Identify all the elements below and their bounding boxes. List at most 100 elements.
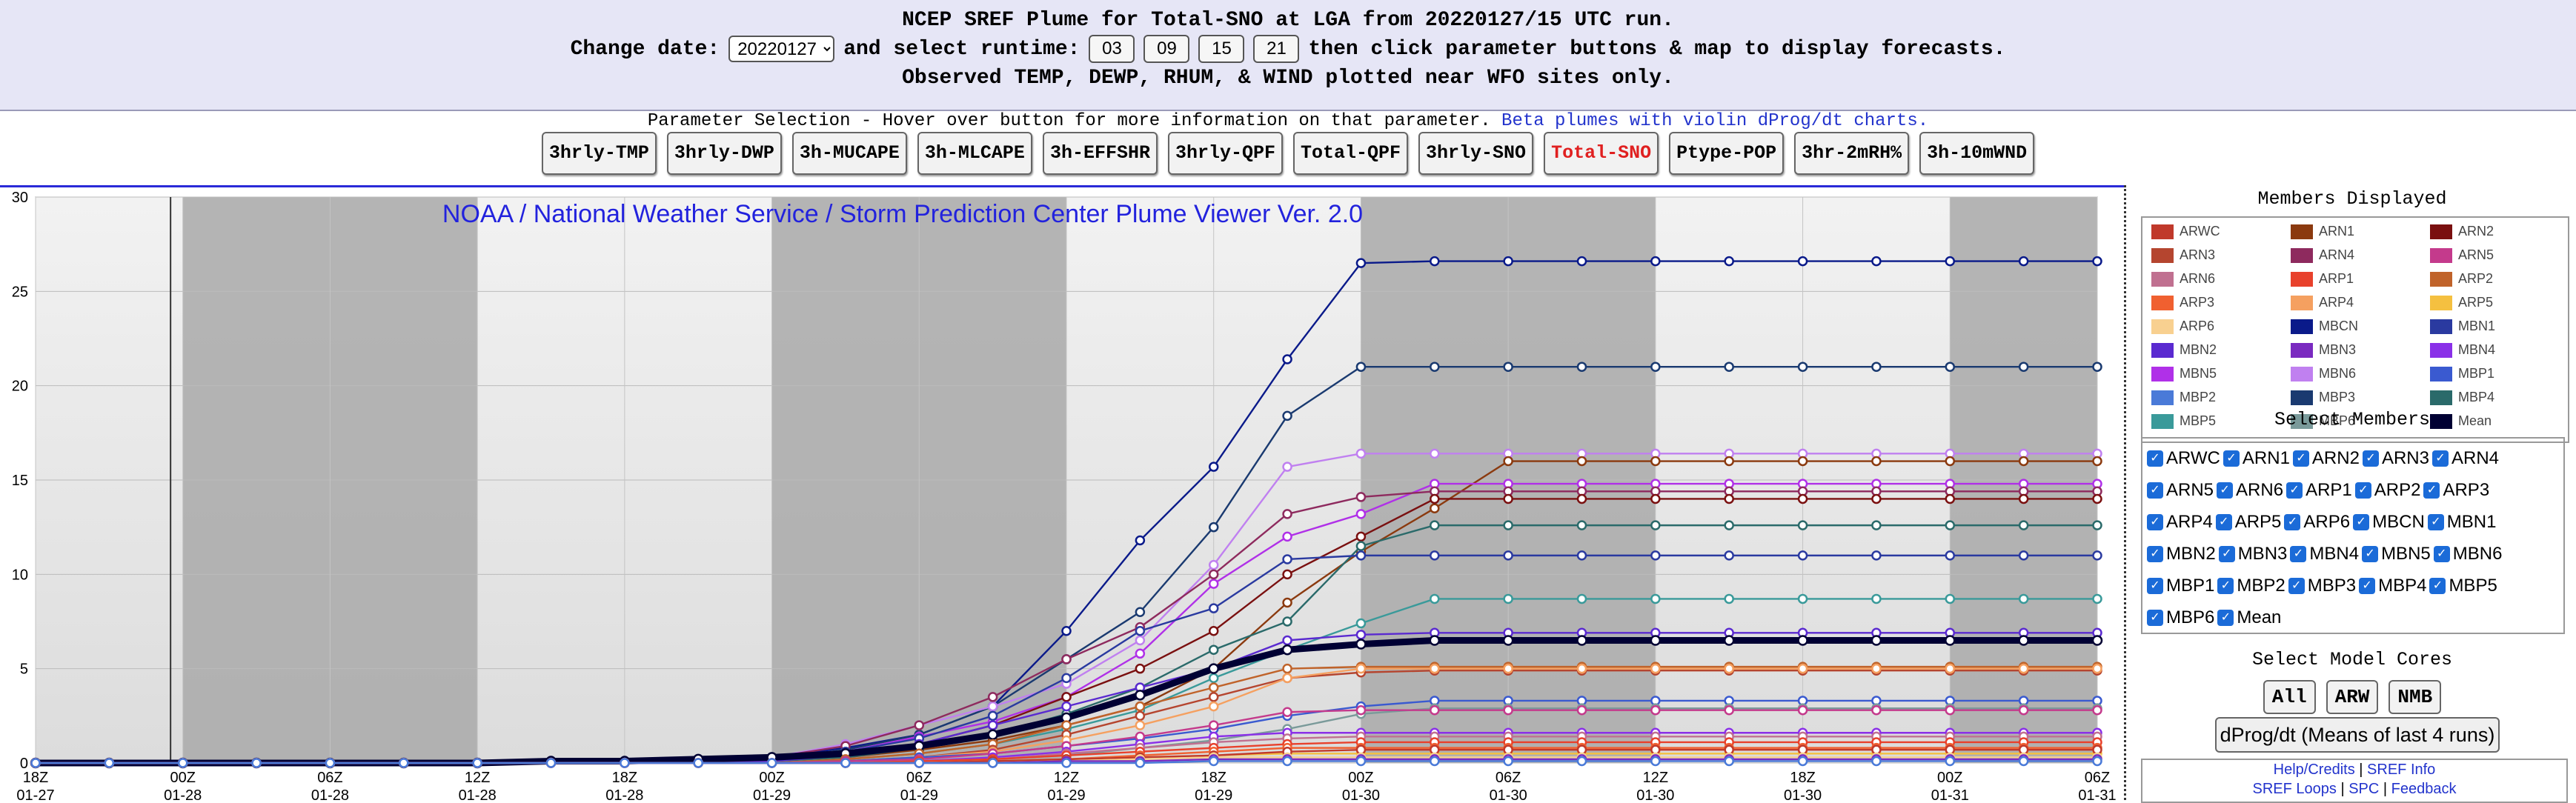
x-tick-time: 06Z: [2085, 770, 2110, 786]
checkbox-checked-icon[interactable]: ✓: [2284, 514, 2301, 530]
checkbox-checked-icon[interactable]: ✓: [2362, 546, 2379, 562]
runtime-row: Change date: 20220127 and select runtime…: [0, 34, 2576, 64]
runtime-button-21[interactable]: 21: [1253, 35, 1300, 63]
checkbox-checked-icon[interactable]: ✓: [2147, 514, 2163, 530]
member-checkbox[interactable]: ✓ MBN6: [2433, 539, 2502, 569]
data-point-arn2: [1135, 663, 1146, 674]
param-button-3hrly-sno[interactable]: 3hrly-SNO: [1418, 132, 1534, 175]
data-point-mbn1: [1797, 550, 1808, 561]
member-checkbox[interactable]: ✓ ARP1: [2286, 476, 2352, 505]
member-checkbox[interactable]: ✓ MBN4: [2290, 539, 2359, 569]
sref-info-link[interactable]: SREF Info: [2367, 762, 2436, 778]
member-checkbox[interactable]: ✓ ARN6: [2217, 476, 2283, 505]
checkbox-checked-icon[interactable]: ✓: [2433, 546, 2450, 562]
member-checkbox[interactable]: ✓ ARN3: [2362, 444, 2429, 473]
member-checkbox[interactable]: ✓ ARN4: [2431, 444, 2499, 473]
member-checkbox[interactable]: ✓ Mean: [2217, 603, 2281, 633]
data-point-arp4: [2018, 663, 2029, 674]
data-point-mbn6: [1430, 448, 1440, 459]
legend-label: ARN4: [2319, 247, 2355, 262]
member-checkbox[interactable]: ✓ ARP3: [2423, 476, 2489, 505]
checkbox-checked-icon[interactable]: ✓: [2427, 514, 2444, 530]
param-button-3h-mucape[interactable]: 3h-MUCAPE: [791, 132, 907, 175]
checkbox-checked-icon[interactable]: ✓: [2290, 546, 2307, 562]
member-checkbox[interactable]: ✓ ARP2: [2354, 476, 2420, 505]
checkbox-checked-icon[interactable]: ✓: [2292, 450, 2309, 467]
param-button-3hrly-tmp[interactable]: 3hrly-TMP: [541, 132, 657, 175]
checkbox-checked-icon[interactable]: ✓: [2423, 482, 2440, 499]
member-checkbox[interactable]: ✓ MBP4: [2359, 571, 2426, 601]
member-checkbox[interactable]: ✓ ARP6: [2284, 507, 2350, 537]
param-button-3hrly-qpf[interactable]: 3hrly-QPF: [1167, 132, 1283, 175]
checkbox-checked-icon[interactable]: ✓: [2217, 578, 2234, 594]
member-checkbox[interactable]: ✓ MBN5: [2362, 539, 2431, 569]
runtime-button-03[interactable]: 03: [1089, 35, 1135, 63]
member-checkbox[interactable]: ✓ MBP2: [2217, 571, 2285, 601]
y-tick-label: 30: [12, 190, 28, 206]
checkbox-checked-icon[interactable]: ✓: [2353, 514, 2370, 530]
param-button-3h-mlcape[interactable]: 3h-MLCAPE: [917, 132, 1032, 175]
member-checkbox[interactable]: ✓ MBN2: [2147, 539, 2216, 569]
help-credits-link[interactable]: Help/Credits: [2273, 762, 2355, 778]
legend-label: ARWC: [2180, 224, 2220, 239]
x-tick-date: 01-30: [1490, 787, 1527, 800]
beta-plumes-link[interactable]: Beta plumes with violin dProg/dt charts.: [1501, 111, 1929, 131]
checkbox-checked-icon[interactable]: ✓: [2288, 578, 2305, 594]
checkbox-checked-icon[interactable]: ✓: [2147, 450, 2163, 467]
param-button-3hr-2mrh-[interactable]: 3hr-2mRH%: [1794, 132, 1910, 175]
runtime-button-09[interactable]: 09: [1143, 35, 1190, 63]
checkbox-checked-icon[interactable]: ✓: [2429, 578, 2446, 594]
x-tick-time: 06Z: [1496, 770, 1521, 786]
checkbox-checked-icon[interactable]: ✓: [2147, 482, 2163, 499]
x-tick-date: 01-31: [1931, 787, 1969, 800]
data-point-arn5: [1208, 720, 1219, 730]
checkbox-checked-icon[interactable]: ✓: [2147, 578, 2163, 594]
checkbox-checked-icon[interactable]: ✓: [2215, 514, 2232, 530]
checkbox-checked-icon[interactable]: ✓: [2147, 610, 2163, 626]
runtime-button-15[interactable]: 15: [1198, 35, 1245, 63]
param-button-ptype-pop[interactable]: Ptype-POP: [1669, 132, 1785, 175]
checkbox-checked-icon[interactable]: ✓: [2286, 482, 2303, 499]
checkbox-checked-icon[interactable]: ✓: [2223, 450, 2240, 467]
param-button-3h-10mwnd[interactable]: 3h-10mWND: [1919, 132, 2035, 175]
member-checkbox[interactable]: ✓ MBCN: [2353, 507, 2425, 537]
member-checkbox[interactable]: ✓ ARP4: [2147, 507, 2213, 537]
core-arw-button[interactable]: ARW: [2326, 680, 2379, 714]
checkbox-checked-icon[interactable]: ✓: [2147, 546, 2163, 562]
param-button-3h-effshr[interactable]: 3h-EFFSHR: [1042, 132, 1158, 175]
member-checkbox[interactable]: ✓ ARWC: [2147, 444, 2220, 473]
sref-loops-link[interactable]: SREF Loops: [2252, 781, 2337, 797]
checkbox-checked-icon[interactable]: ✓: [2431, 450, 2449, 467]
member-checkbox[interactable]: ✓ MBN3: [2218, 539, 2287, 569]
member-checkbox[interactable]: ✓ ARN1: [2223, 444, 2290, 473]
parameter-selection: Parameter Selection - Hover over button …: [0, 111, 2576, 187]
data-point-arn5: [1871, 704, 1882, 716]
member-checkbox[interactable]: ✓ ARN5: [2147, 476, 2214, 505]
core-all-button[interactable]: All: [2263, 680, 2316, 714]
param-button-total-sno[interactable]: Total-SNO: [1544, 132, 1659, 175]
checkbox-checked-icon[interactable]: ✓: [2354, 482, 2371, 499]
member-checkbox[interactable]: ✓ ARP5: [2215, 507, 2281, 537]
checkbox-checked-icon[interactable]: ✓: [2217, 482, 2234, 499]
spc-link[interactable]: SPC: [2348, 781, 2380, 797]
date-select[interactable]: 20220127: [728, 36, 835, 62]
checkbox-checked-icon[interactable]: ✓: [2217, 610, 2234, 626]
member-checkbox[interactable]: ✓ MBP6: [2147, 603, 2214, 633]
core-nmb-button[interactable]: NMB: [2389, 680, 2442, 714]
param-button-3hrly-dwp[interactable]: 3hrly-DWP: [666, 132, 782, 175]
member-checkbox[interactable]: ✓ MBP3: [2288, 571, 2356, 601]
member-checkbox[interactable]: ✓ MBP1: [2147, 571, 2214, 601]
dprog-dt-button[interactable]: dProg/dt (Means of last 4 runs): [2215, 717, 2500, 753]
checkbox-checked-icon[interactable]: ✓: [2362, 450, 2379, 467]
checkbox-checked-icon[interactable]: ✓: [2359, 578, 2376, 594]
member-checkbox[interactable]: ✓ MBP5: [2429, 571, 2497, 601]
data-point-mean: [1135, 690, 1146, 701]
member-checkbox[interactable]: ✓ ARN2: [2292, 444, 2360, 473]
page-title: NCEP SREF Plume for Total-SNO at LGA fro…: [902, 9, 1674, 32]
member-checkbox[interactable]: ✓ MBN1: [2427, 507, 2496, 537]
feedback-link[interactable]: Feedback: [2391, 781, 2457, 797]
data-point-arn4: [1282, 509, 1292, 519]
checkbox-checked-icon[interactable]: ✓: [2218, 546, 2235, 562]
legend-swatch: [2151, 319, 2174, 334]
param-button-total-qpf[interactable]: Total-QPF: [1293, 132, 1409, 175]
